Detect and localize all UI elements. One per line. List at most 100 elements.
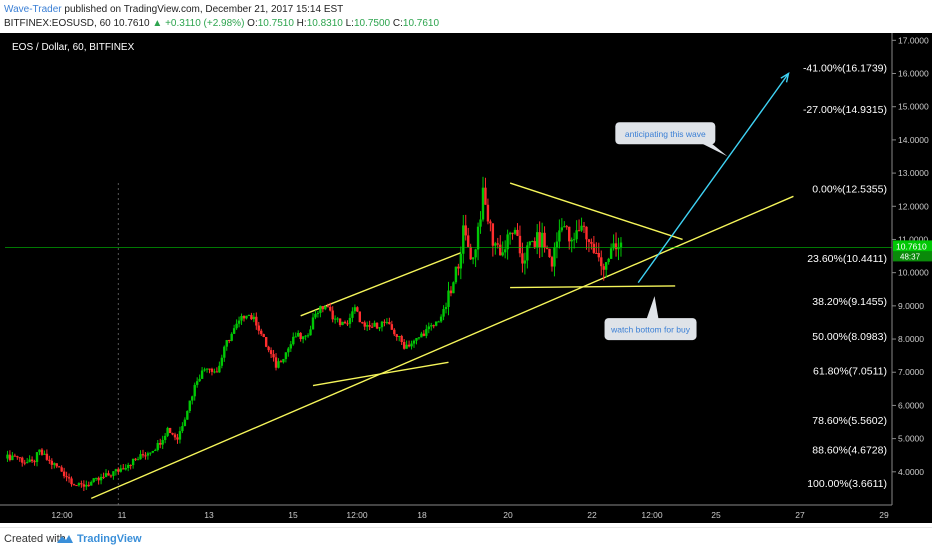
open-value: 10.7510 (257, 18, 294, 29)
countdown-tag (893, 251, 932, 262)
candle-body (188, 400, 191, 412)
time-axis[interactable]: 12:00 11 13 15 12:00 18 20 22 12:00 25 27 29 (0, 504, 892, 520)
candle-body (186, 411, 189, 420)
candle-body (459, 253, 463, 269)
trendline (509, 182, 683, 241)
candle-body (181, 426, 184, 432)
trendline (90, 195, 794, 500)
candle-body (292, 336, 295, 345)
price-axis[interactable]: 17.0000 16.0000 15.0000 14.0000 13.0000 12.00… (891, 33, 932, 505)
price-chart[interactable]: -41.00%(16.1739) -27.00%(14.9315) 0.00%(12… (0, 33, 932, 523)
candle-body (274, 357, 278, 368)
candle-body (415, 338, 418, 341)
candle-body (560, 227, 564, 231)
candle-body (8, 454, 12, 461)
published-text: published on TradingView.com, December 2… (61, 4, 344, 15)
created-with-text: Created with (4, 533, 66, 545)
candle-body (245, 315, 248, 319)
trendline (312, 361, 449, 387)
candle-body (474, 249, 477, 258)
callout[interactable]: anticipating this wave (615, 122, 728, 157)
candle-body (23, 462, 26, 464)
candle-body (563, 226, 566, 228)
candle-body (279, 361, 283, 363)
candle-body (225, 340, 228, 347)
candle-body (65, 476, 68, 478)
candle-body (545, 247, 549, 249)
fib-levels: -41.00%(16.1739) -27.00%(14.9315) 0.00%(12… (803, 63, 887, 490)
candle-body (25, 462, 29, 464)
footer-bar: Created with TradingView (0, 527, 932, 551)
candle-body (146, 453, 150, 456)
candle-body (331, 310, 334, 320)
price-tick-label: 16.0000 (898, 69, 929, 79)
candle-body (486, 204, 490, 222)
candle-body (87, 484, 90, 486)
candle-body (141, 454, 145, 456)
candle-body (580, 225, 583, 231)
high-value: 10.8310 (306, 18, 343, 29)
candle-body (213, 371, 216, 373)
candle-body (555, 241, 559, 248)
callout[interactable]: watch bottom for buy (604, 296, 697, 341)
candle-body (40, 449, 44, 455)
candle-body (400, 336, 403, 342)
forecast-arrowhead (780, 72, 790, 83)
candle-body (102, 476, 105, 478)
candle-body (526, 245, 529, 261)
price-tick-label: 9.0000 (898, 301, 924, 311)
time-tick-label: 22 (587, 510, 597, 520)
candle-body (536, 232, 539, 247)
candle-body (427, 326, 430, 330)
forecast-arrow (637, 73, 790, 284)
callout-box (615, 122, 716, 145)
author-link[interactable]: Wave-Trader (4, 4, 62, 15)
candle-body (432, 325, 435, 327)
candle-body (112, 471, 115, 476)
candle-body (565, 226, 568, 228)
candle-body (558, 230, 561, 242)
candle-body (499, 244, 502, 256)
candle-body (82, 484, 86, 487)
candle-body (104, 473, 108, 477)
candle-body (304, 335, 307, 337)
candle-body (242, 316, 246, 319)
trendline (510, 285, 676, 289)
candle-body (35, 452, 39, 462)
candle-body (602, 266, 605, 270)
price-tick-label: 6.0000 (898, 400, 924, 410)
candle-body (417, 337, 421, 339)
candle-body (316, 312, 320, 314)
time-tick-label: 12:00 (346, 510, 368, 520)
candle-body (425, 329, 428, 336)
candle-body (385, 322, 389, 324)
candle-body (129, 464, 132, 466)
candle-body (297, 332, 300, 337)
candle-body (590, 241, 593, 244)
candle-body (306, 335, 310, 337)
callout-text: anticipating this wave (625, 129, 706, 139)
time-tick-label: 11 (118, 510, 127, 520)
close-value: 10.7610 (402, 18, 440, 29)
countdown-label: 48:37 (900, 252, 921, 261)
candle-body (48, 459, 51, 461)
price-tick-label: 14.0000 (898, 135, 929, 145)
candle-body (329, 306, 332, 311)
candle-body (491, 223, 495, 246)
candle-body (257, 325, 260, 331)
price-tick-label: 12.0000 (898, 201, 929, 211)
candle-body (604, 262, 608, 270)
candle-body (45, 453, 49, 460)
candle-body (43, 453, 46, 455)
candle-body (136, 459, 140, 461)
candle-body (33, 461, 36, 463)
candle-body (388, 322, 391, 325)
candle-body (144, 455, 147, 457)
brand-name[interactable]: TradingView (77, 533, 142, 545)
candle-body (454, 266, 458, 283)
candle-body (363, 322, 366, 327)
candle-body (338, 318, 342, 326)
candle-body (383, 321, 386, 323)
candle-body (299, 332, 302, 340)
candle-body (380, 321, 384, 328)
